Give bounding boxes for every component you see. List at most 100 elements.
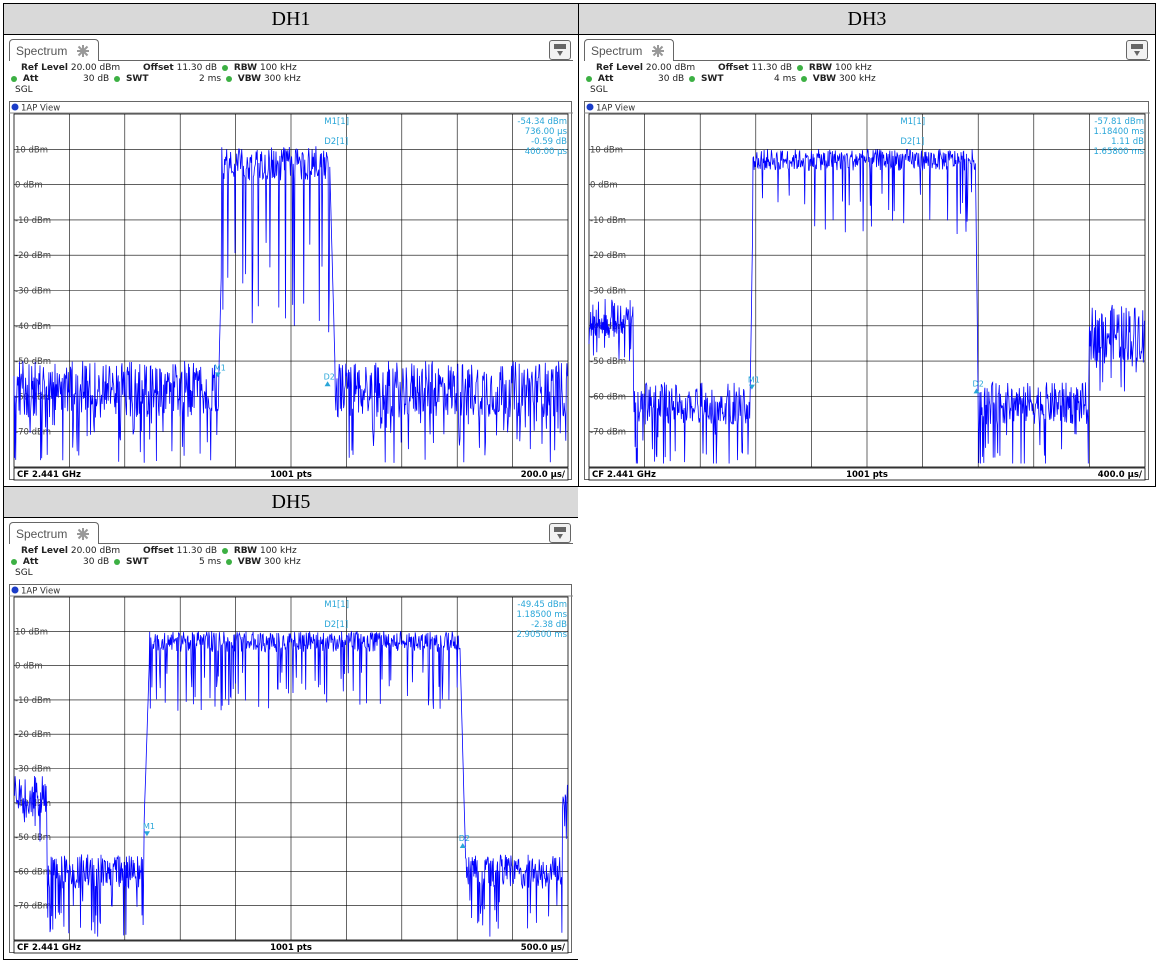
- cell-empty: [578, 486, 1156, 960]
- ref-level-value: 20.00 dBm: [645, 63, 696, 73]
- cell-title: DH5: [4, 487, 578, 518]
- div-label: 400.0 µs/: [1098, 470, 1143, 480]
- tab-spectrum[interactable]: Spectrum: [9, 522, 99, 544]
- offset-label: Offset: [143, 63, 174, 73]
- marker-m1: M1: [748, 376, 760, 390]
- y-tick-label: -30 dBm: [15, 287, 51, 297]
- status-dot-icon: [800, 75, 807, 82]
- marker-label: D2: [973, 379, 984, 388]
- ref-level-label: Ref Level: [21, 63, 68, 73]
- vbw-value: 300 kHz: [263, 74, 301, 84]
- trace-line: [588, 149, 1145, 464]
- rbw-value: 100 kHz: [259, 63, 297, 73]
- cell-title: DH3: [579, 4, 1155, 35]
- marker-m1: M1: [143, 822, 155, 837]
- spectrum-panel: Spectrum Ref Level 20.00 dBm Offset 11.3…: [584, 39, 1150, 481]
- offset-value: 11.30 dB: [176, 546, 218, 556]
- marker-label: M1: [214, 363, 226, 372]
- marker-d2: D2: [324, 372, 335, 387]
- y-tick-label: -50 dBm: [15, 833, 51, 843]
- d2-time: 1.65800 ms: [1093, 147, 1144, 157]
- cf-label: CF 2.441 GHz: [17, 470, 81, 480]
- d2-label: D2[1]: [324, 620, 348, 630]
- tab-label: Spectrum: [16, 44, 68, 58]
- cell-dh5: DH5 Spectrum Ref Level 20.00 dBm Offset …: [3, 486, 579, 960]
- dropdown-menu-icon[interactable]: [549, 523, 571, 543]
- spectrum-panel: Spectrum Ref Level 20.00 dBm Offset 11.3…: [9, 522, 573, 954]
- y-tick-label: -70 dBm: [15, 902, 51, 912]
- offset-label: Offset: [143, 546, 174, 556]
- vbw-label: VBW: [237, 557, 262, 567]
- att-value: 30 dB: [83, 74, 110, 84]
- marker-label: D2: [459, 834, 470, 843]
- y-tick-label: -30 dBm: [15, 765, 51, 775]
- m1-level: -54.34 dBm: [517, 117, 567, 127]
- status-dot-icon: [114, 558, 121, 565]
- view-label: 1AP View: [21, 104, 60, 114]
- marker-m1: M1: [214, 363, 226, 378]
- vbw-value: 300 kHz: [263, 557, 301, 567]
- status-dot-icon: [221, 547, 228, 554]
- y-tick-label: -40 dBm: [590, 322, 626, 332]
- status-dot-icon: [225, 75, 232, 82]
- dropdown-menu-icon[interactable]: [1126, 40, 1148, 60]
- status-dot-icon: [586, 75, 592, 82]
- view-indicator-icon: [11, 103, 19, 111]
- cell-dh3: DH3 Spectrum Ref Level 20.00 dBm Offset …: [578, 3, 1156, 487]
- y-tick-label: 10 dBm: [15, 627, 48, 637]
- view-indicator-icon: [11, 586, 19, 594]
- y-tick-label: -50 dBm: [590, 357, 626, 367]
- ref-level-value: 20.00 dBm: [70, 546, 121, 556]
- cell-dh1: DH1 Spectrum Ref Level 20.00 dBm Offset …: [3, 3, 579, 487]
- marker-label: D2: [324, 372, 335, 381]
- asterisk-icon: [77, 45, 89, 57]
- rbw-label: RBW: [233, 63, 258, 73]
- y-tick-label: -20 dBm: [590, 251, 626, 261]
- y-tick-label: -50 dBm: [15, 357, 51, 367]
- m1-level: -49.45 dBm: [517, 600, 567, 610]
- dropdown-menu-icon[interactable]: [549, 40, 571, 60]
- cf-label: CF 2.441 GHz: [592, 470, 656, 480]
- tab-spectrum[interactable]: Spectrum: [584, 39, 674, 61]
- y-tick-label: 0 dBm: [15, 662, 43, 672]
- cell-title: DH1: [4, 4, 578, 35]
- m1-label: M1[1]: [324, 117, 349, 127]
- y-tick-label: -60 dBm: [15, 867, 51, 877]
- ref-level-value: 20.00 dBm: [70, 63, 121, 73]
- offset-label: Offset: [718, 63, 749, 73]
- tab-spectrum[interactable]: Spectrum: [9, 39, 99, 61]
- rbw-value: 100 kHz: [259, 546, 297, 556]
- spectrum-plot: 1AP View 10 dBm 0 dBm -10 dBm -20 dBm -30 dBm…: [9, 101, 573, 481]
- att-label: Att: [597, 74, 614, 84]
- status-dot-icon: [114, 75, 121, 82]
- cf-label: CF 2.441 GHz: [17, 943, 81, 953]
- vbw-label: VBW: [237, 74, 262, 84]
- y-tick-label: -10 dBm: [15, 216, 51, 226]
- vbw-value: 300 kHz: [838, 74, 876, 84]
- y-tick-label: -70 dBm: [590, 428, 626, 438]
- offset-value: 11.30 dB: [751, 63, 793, 73]
- settings-readout: Ref Level 20.00 dBm Offset 11.30 dB RBW …: [584, 61, 1150, 107]
- points-label: 1001 pts: [270, 943, 312, 953]
- att-value: 30 dB: [83, 557, 110, 567]
- spectrum-panel: Spectrum Ref Level 20.00 dBm Offset 11.3…: [9, 39, 573, 481]
- d2-level: -0.59 dB: [531, 137, 567, 147]
- vbw-label: VBW: [812, 74, 837, 84]
- tab-label: Spectrum: [591, 44, 643, 58]
- rbw-label: RBW: [808, 63, 833, 73]
- swt-value: 4 ms: [774, 74, 797, 84]
- view-label: 1AP View: [596, 104, 635, 114]
- asterisk-icon: [652, 45, 664, 57]
- tab-label: Spectrum: [16, 527, 68, 541]
- att-label: Att: [22, 557, 39, 567]
- settings-readout: Ref Level 20.00 dBm Offset 11.30 dB RBW …: [9, 544, 573, 590]
- m1-level: -57.81 dBm: [1094, 117, 1144, 127]
- mode-label: SGL: [15, 85, 33, 95]
- y-tick-label: -70 dBm: [15, 428, 51, 438]
- div-label: 500.0 µs/: [521, 943, 566, 953]
- spectrum-plot: 1AP View 10 dBm 0 dBm -10 dBm -20 dBm -30 dBm…: [584, 101, 1150, 481]
- y-tick-label: -20 dBm: [15, 251, 51, 261]
- spectrum-plot: 1AP View 10 dBm 0 dBm -10 dBm -20 dBm -30 dBm…: [9, 584, 573, 954]
- points-label: 1001 pts: [270, 470, 312, 480]
- swt-label: SWT: [125, 74, 149, 84]
